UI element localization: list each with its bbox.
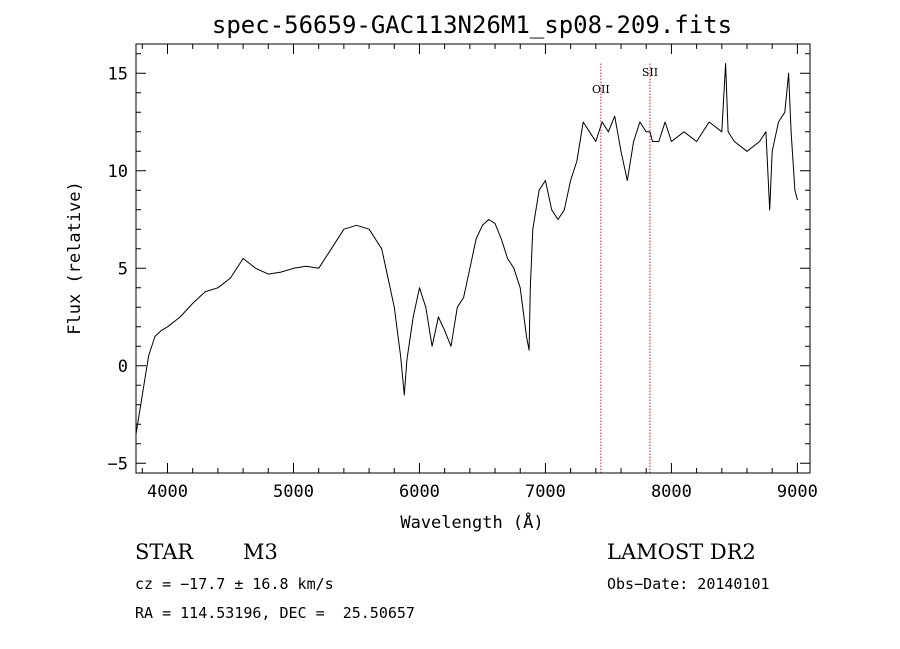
plot-marks: OII SII (135, 63, 798, 473)
y-tick-label: −5 (108, 454, 128, 474)
x-tick-label: 7000 (525, 482, 566, 502)
object-class: STAR (135, 540, 194, 564)
spectrum-line (135, 63, 798, 435)
ra-dec: RA = 114.53196, DEC = 25.50657 (135, 604, 415, 622)
redshift-cz: cz = −17.7 ± 16.8 km/s (135, 575, 334, 593)
x-tick-label: 8000 (651, 482, 692, 502)
axis-ticks: 4000 5000 6000 7000 8000 9000 −5 0 5 10 15 (108, 44, 818, 502)
y-tick-label: 0 (118, 357, 128, 377)
x-tick-label: 6000 (399, 482, 440, 502)
x-tick-label: 9000 (777, 482, 818, 502)
line-label-oii: OII (592, 83, 610, 96)
y-tick-label: 15 (108, 64, 128, 84)
observation-date: Obs−Date: 20140101 (607, 575, 770, 593)
object-subclass: M3 (243, 540, 278, 564)
y-axis-label: Flux (relative) (65, 181, 85, 335)
x-tick-label: 4000 (147, 482, 188, 502)
x-tick-label: 5000 (273, 482, 314, 502)
x-axis-label: Wavelength (Å) (400, 511, 543, 533)
chart-title: spec-56659-GAC113N26M1_sp08-209.fits (212, 11, 732, 39)
y-tick-label: 5 (118, 259, 128, 279)
y-tick-label: 10 (108, 162, 128, 182)
survey-name: LAMOST DR2 (607, 540, 756, 564)
plot-frame (135, 43, 811, 474)
line-label-sii: SII (642, 66, 658, 79)
